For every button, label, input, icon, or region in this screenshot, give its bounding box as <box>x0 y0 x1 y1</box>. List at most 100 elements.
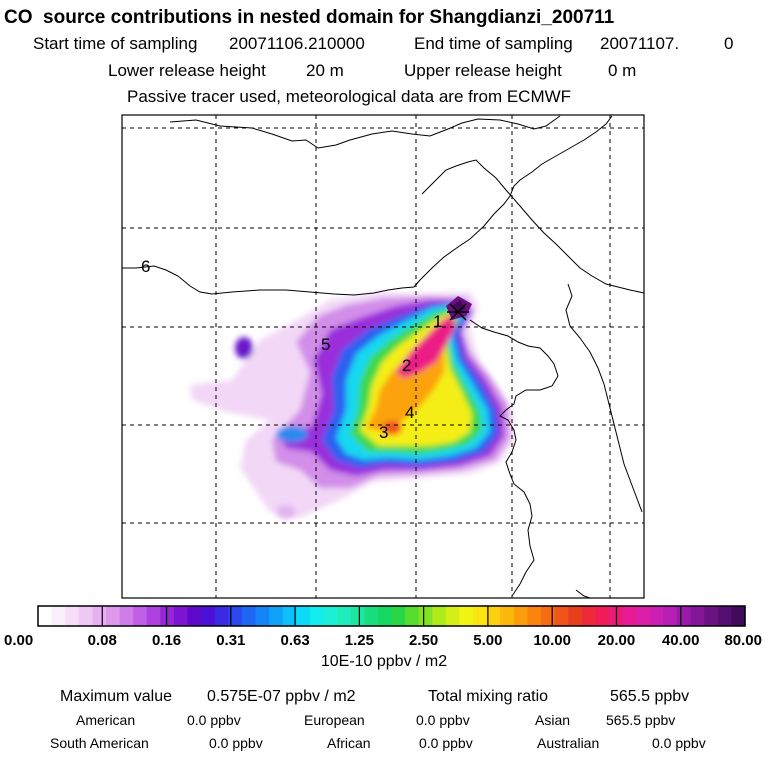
colorbar-cell <box>554 606 569 626</box>
colorbar-cell <box>337 606 352 626</box>
region-southamerican-name: South American <box>50 735 149 751</box>
start-time-value: 20071106.210000 <box>229 34 365 53</box>
upper-release-value: 0 m <box>608 61 637 80</box>
colorbar-cell <box>391 606 406 626</box>
colorbar-cell <box>690 606 705 626</box>
total-mixing-label: Total mixing ratio <box>428 688 549 705</box>
colorbar-tick-label: 10.00 <box>533 632 571 649</box>
colorbar-separators <box>101 606 682 626</box>
colorbar-cell <box>201 606 216 626</box>
region-label-6: 6 <box>141 257 150 276</box>
colorbar-cell <box>296 606 311 626</box>
lower-release-value: 20 m <box>306 61 344 80</box>
region-labels: 1 2 3 4 5 6 <box>141 257 442 442</box>
colorbar-cell <box>568 606 583 626</box>
colorbar-cell <box>527 606 542 626</box>
colorbar-cell <box>364 606 379 626</box>
colorbar-cell <box>405 606 420 626</box>
total-mixing-value: 565.5 ppbv <box>610 688 690 705</box>
start-time-label: Start time of sampling <box>33 34 198 53</box>
colorbar-cell <box>51 606 66 626</box>
colorbar-cell <box>473 606 488 626</box>
colorbar-cell <box>228 606 243 626</box>
colorbar-cell <box>105 606 121 626</box>
colorbar-tick-label: 2.50 <box>409 632 438 649</box>
map-content: 1 2 3 4 5 6 <box>122 115 644 598</box>
plume-field <box>190 292 514 519</box>
colorbar-cell <box>704 606 719 626</box>
colorbar-cell <box>595 606 610 626</box>
colorbar-cell <box>92 606 107 626</box>
colorbar-cell <box>622 606 637 626</box>
region-african-value: 0.0 ppbv <box>419 735 473 751</box>
colorbar-tick-label: 1.25 <box>345 632 374 649</box>
colorbar-cell <box>38 606 53 626</box>
colorbar-cell <box>187 606 202 626</box>
graticule <box>122 115 644 598</box>
colorbar-tick-label: 0.16 <box>152 632 181 649</box>
colorbar-cell <box>160 606 175 626</box>
chart-title: CO source contributions in nested domain… <box>4 7 615 28</box>
colorbar-tick-label: 5.00 <box>473 632 502 649</box>
border-northeast <box>421 159 644 294</box>
colorbar-cell <box>486 606 501 626</box>
tracer-note: Passive tracer used, meteorological data… <box>127 87 572 106</box>
colorbar-tick-label: 0.00 <box>4 632 33 649</box>
coast-bohai <box>469 319 559 597</box>
upper-release-label: Upper release height <box>404 61 562 80</box>
colorbar-cell <box>541 606 556 626</box>
colorbar-cell <box>65 606 80 626</box>
colorbar-tick-label: 20.00 <box>598 632 636 649</box>
region-european-value: 0.0 ppbv <box>416 712 470 728</box>
colorbar-cell <box>214 606 229 626</box>
colorbar-cell <box>581 606 597 626</box>
region-asian-value: 565.5 ppbv <box>606 712 676 728</box>
colorbar-cell <box>677 606 692 626</box>
colorbar-tick-label: 80.00 <box>724 632 762 649</box>
region-african-name: African <box>327 735 371 751</box>
colorbar-frame <box>37 605 746 627</box>
colorbar-cell <box>241 606 257 626</box>
colorbar-tick-label: 0.31 <box>216 632 245 649</box>
island-detail <box>575 589 591 598</box>
colorbar-cell <box>282 606 297 626</box>
end-time-label: End time of sampling <box>414 34 573 53</box>
region-australian-name: Australian <box>537 735 600 751</box>
max-value-label: Maximum value <box>60 688 173 705</box>
colorbar-cell <box>119 606 134 626</box>
colorbar-cell <box>445 606 461 626</box>
colorbar-cell <box>649 606 665 626</box>
region-european-name: European <box>304 712 365 728</box>
border-north <box>169 115 561 149</box>
colorbar-cell <box>717 606 733 626</box>
colorbar-cell <box>500 606 515 626</box>
region-label-1: 1 <box>433 312 442 331</box>
station-marker <box>447 303 469 321</box>
colorbar-cell <box>269 606 284 626</box>
colorbar-cell <box>432 606 447 626</box>
plume-patch-west <box>235 337 253 359</box>
colorbar-cell <box>663 606 678 626</box>
plume-patch-sw <box>276 426 308 442</box>
colorbar-cell <box>350 606 365 626</box>
colorbar-cell <box>513 606 529 626</box>
end-time-value-2: 0 <box>724 34 734 53</box>
region-australian-value: 0.0 ppbv <box>652 735 706 751</box>
colorbar-cell <box>173 606 189 626</box>
colorbar-cell <box>323 606 338 626</box>
coast-korea <box>565 283 643 513</box>
colorbar-cell <box>133 606 148 626</box>
colorbar-tick-labels: 0.00 0.08 0.16 0.31 0.63 1.25 2.50 5.00 10.00 20.… <box>4 632 762 649</box>
region-american-name: American <box>76 712 136 728</box>
lower-release-label: Lower release height <box>108 61 266 80</box>
colorbar-cell <box>377 606 393 626</box>
colorbar-cell <box>309 606 325 626</box>
end-time-value: 20071107. <box>600 34 680 53</box>
coastlines <box>122 115 644 598</box>
colorbar-tick-label: 0.08 <box>88 632 117 649</box>
colorbar-cell <box>146 606 161 626</box>
colorbar-cell <box>459 606 474 626</box>
colorbar-cell <box>636 606 651 626</box>
colorbar-tick-label: 0.63 <box>280 632 309 649</box>
